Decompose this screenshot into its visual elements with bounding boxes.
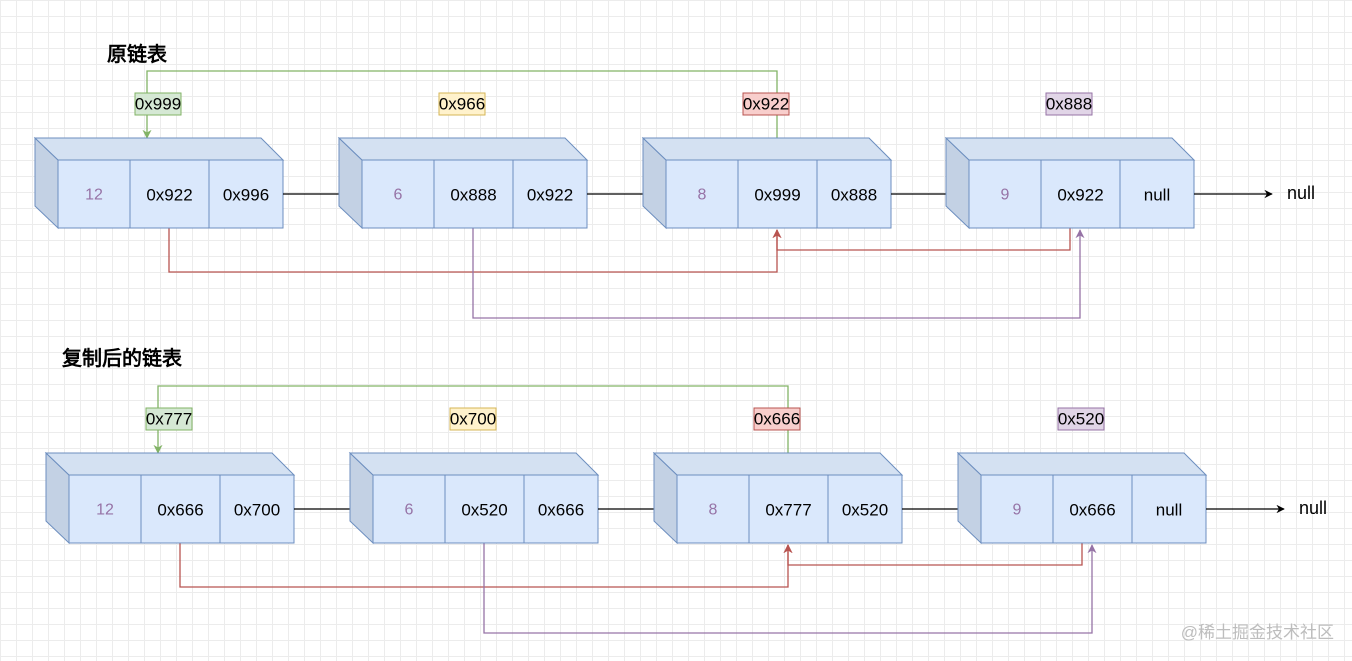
- node-random-text: 0x999: [754, 186, 800, 205]
- node-top-face: [44, 452, 296, 476]
- node-next-cell: [219, 474, 295, 544]
- node-next-text: 0x666: [538, 501, 584, 520]
- linked-list-0: [33, 70, 1273, 319]
- address-label: 0x700: [450, 410, 496, 429]
- node-value-text: 6: [405, 502, 414, 519]
- node-value-text: 9: [1001, 187, 1010, 204]
- node-next-cell: [523, 474, 599, 544]
- address-label: 0x966: [439, 95, 485, 114]
- node-next-text: 0x520: [842, 501, 888, 520]
- address-label-box: [1057, 407, 1105, 431]
- list-node: [33, 92, 285, 230]
- node-next-text: null: [1156, 501, 1182, 520]
- node-value-text: 8: [698, 187, 707, 204]
- copied-list-title: 复制后的链表: [62, 348, 182, 370]
- node-top-face: [956, 452, 1208, 476]
- random-pointer-line: [472, 228, 1085, 319]
- address-label: 0x666: [754, 410, 800, 429]
- address-label: 0x888: [1046, 95, 1092, 114]
- node-random-cell: [140, 474, 221, 544]
- node-next-text: 0x700: [234, 501, 280, 520]
- node-next-cell: [827, 474, 903, 544]
- node-value-text: 12: [85, 187, 103, 204]
- address-label-box: [742, 92, 790, 116]
- node-value-cell: [361, 159, 435, 229]
- node-random-cell: [737, 159, 818, 229]
- node-value-text: 9: [1013, 502, 1022, 519]
- address-label: 0x520: [1058, 410, 1104, 429]
- list-node: [956, 407, 1208, 545]
- node-random-cell: [444, 474, 525, 544]
- address-label: 0x922: [743, 95, 789, 114]
- node-value-cell: [372, 474, 446, 544]
- node-top-face: [641, 137, 893, 161]
- node-top-face: [652, 452, 904, 476]
- original-list-title: 原链表: [107, 44, 167, 66]
- address-label: 0x999: [135, 95, 181, 114]
- list-node: [337, 92, 589, 230]
- node-top-face: [348, 452, 600, 476]
- node-value-cell: [57, 159, 131, 229]
- random-pointer-line: [483, 543, 1097, 634]
- address-label-box: [438, 92, 486, 116]
- node-value-text: 8: [709, 502, 718, 519]
- list-node: [652, 407, 904, 545]
- random-pointer-line: [772, 228, 1071, 251]
- null-terminator-label: null: [1299, 498, 1327, 518]
- node-next-text: 0x922: [527, 186, 573, 205]
- node-random-text: 0x520: [461, 501, 507, 520]
- node-top-face: [33, 137, 285, 161]
- address-label-box: [1045, 92, 1093, 116]
- node-value-text: 12: [96, 502, 114, 519]
- node-value-cell: [968, 159, 1042, 229]
- node-random-text: 0x666: [157, 501, 203, 520]
- node-value-text: 6: [394, 187, 403, 204]
- node-random-text: 0x922: [1057, 186, 1103, 205]
- list-node: [641, 92, 893, 230]
- address-label-box: [449, 407, 497, 431]
- node-next-cell: [512, 159, 588, 229]
- node-value-cell: [665, 159, 739, 229]
- address-label-box: [145, 407, 193, 431]
- node-next-text: null: [1144, 186, 1170, 205]
- watermark: @稀土掘金技术社区: [1180, 623, 1334, 642]
- address-label-box: [753, 407, 801, 431]
- address-label-box: [134, 92, 182, 116]
- node-random-text: 0x666: [1069, 501, 1115, 520]
- node-next-cell: [1131, 474, 1207, 544]
- list-node: [348, 407, 600, 545]
- null-terminator-label: null: [1287, 183, 1315, 203]
- node-random-text: 0x888: [450, 186, 496, 205]
- node-top-face: [337, 137, 589, 161]
- node-next-cell: [816, 159, 892, 229]
- node-next-text: 0x888: [831, 186, 877, 205]
- node-value-cell: [676, 474, 750, 544]
- random-pointer-line: [783, 543, 1083, 566]
- linked-list-1: [44, 385, 1285, 634]
- node-top-face: [944, 137, 1196, 161]
- node-random-cell: [433, 159, 514, 229]
- list-node: [44, 407, 296, 545]
- node-random-cell: [1052, 474, 1133, 544]
- node-next-text: 0x996: [223, 186, 269, 205]
- list-node: [944, 92, 1196, 230]
- node-random-text: 0x777: [765, 501, 811, 520]
- node-value-cell: [980, 474, 1054, 544]
- node-next-cell: [208, 159, 284, 229]
- node-random-cell: [129, 159, 210, 229]
- node-random-text: 0x922: [146, 186, 192, 205]
- address-label: 0x777: [146, 410, 192, 429]
